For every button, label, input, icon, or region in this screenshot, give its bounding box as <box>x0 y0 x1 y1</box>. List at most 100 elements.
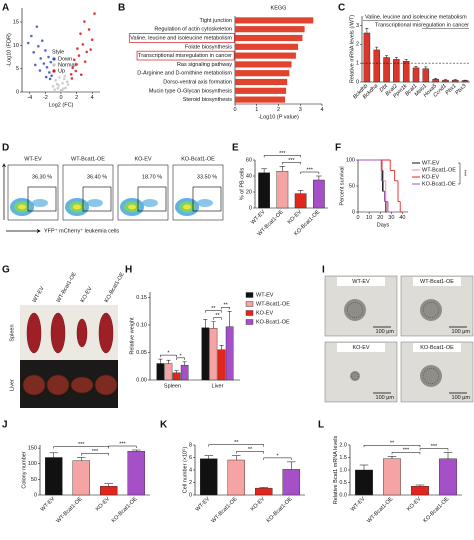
significance-label: ** <box>211 306 216 312</box>
x-tick-label: Dbt <box>379 83 390 94</box>
y-tick-label: 0.10 <box>136 322 147 328</box>
gate-value: 18.70 % <box>142 174 162 180</box>
point <box>49 60 53 64</box>
image-label-box <box>413 277 461 286</box>
y-tick-label: Dorso-ventral axis formation <box>163 79 232 85</box>
bar <box>383 57 390 83</box>
point <box>48 77 52 81</box>
y-tick-label: 0.00 <box>136 377 147 383</box>
image-label-box <box>337 277 385 286</box>
bar <box>100 486 118 496</box>
x-tick-label: 10 <box>366 215 372 221</box>
panel-label: B <box>118 3 125 14</box>
point <box>79 73 83 77</box>
point <box>26 41 30 45</box>
point <box>76 47 79 50</box>
plot-title: WT-EV <box>24 156 42 162</box>
panel-label: F <box>335 143 341 154</box>
error-bar <box>166 359 171 364</box>
group-label: WT-EV <box>32 285 46 303</box>
error-bar <box>453 79 457 81</box>
bar <box>373 49 380 83</box>
colony-texture <box>422 301 440 319</box>
legend-label: WT-EV <box>422 160 440 166</box>
significance-label: *** <box>279 151 286 157</box>
bar <box>355 469 373 496</box>
point <box>33 63 37 67</box>
legend-label: Normal <box>58 62 76 68</box>
x-tick-label: 3 <box>299 107 302 113</box>
point <box>58 76 61 79</box>
legend-label: KO-Bcat1-OE <box>256 319 290 325</box>
error-bar <box>434 77 438 80</box>
y-axis-label: Percent survival <box>339 166 345 205</box>
significance-bracket <box>208 444 264 447</box>
point <box>42 62 46 65</box>
point <box>45 65 49 69</box>
x-tick-label: 0 <box>356 215 359 221</box>
point <box>62 87 65 91</box>
y-axis-label: Cell number (×10⁵) <box>181 447 188 494</box>
significance-label: ** <box>248 447 253 453</box>
liver <box>46 374 70 396</box>
legend-label: Up <box>58 68 65 74</box>
y-tick-label: 0.05 <box>136 350 147 356</box>
error-bar <box>76 457 86 461</box>
significance-bracket <box>263 155 301 158</box>
point <box>62 77 66 81</box>
y-tick-label: 150 <box>28 446 37 452</box>
gate-value: 36.30 % <box>32 174 52 180</box>
y-tick-label: 2 <box>356 42 359 48</box>
bar <box>235 96 286 103</box>
y-axis-label: Relative mRNA levels (/WT) <box>349 15 355 83</box>
y-tick-label: 4 <box>189 467 192 473</box>
bar <box>235 78 288 86</box>
y-tick-label: Transcriptional misregulation in cancer <box>138 53 232 59</box>
x-tick-label: -4 <box>27 95 32 101</box>
error-bar <box>49 452 59 458</box>
error-bar <box>174 370 179 373</box>
point <box>30 34 33 38</box>
significance-label: *** <box>307 167 314 173</box>
panel-label: L <box>318 420 324 431</box>
point <box>89 48 92 51</box>
panel-label: J <box>2 420 8 431</box>
point <box>63 74 67 78</box>
density <box>73 204 81 210</box>
point <box>40 39 44 42</box>
x-axis-label: YFP⁺ mCherry⁺ leukemia cells <box>44 227 119 234</box>
x-tick-label: 0 <box>59 95 62 101</box>
x-tick-label: KO-Bcat1-OE <box>266 496 294 524</box>
x-tick-label: -2 <box>43 95 48 101</box>
significance-label: *** <box>431 444 438 450</box>
significance-label: ** <box>215 313 220 319</box>
legend-swatch <box>245 292 254 298</box>
error-bar <box>443 452 453 459</box>
y-tick-label: 20 <box>246 189 252 195</box>
density <box>18 204 26 210</box>
significance-bracket <box>363 445 421 448</box>
density <box>32 199 48 207</box>
y-tick-label: 1.0 <box>339 467 347 473</box>
image-label-box <box>413 343 461 352</box>
density <box>197 199 213 207</box>
y-axis-label: Relative Bcat1 mRNA levels <box>333 436 339 505</box>
legend-swatch <box>245 319 254 325</box>
y-tick-label: 1 <box>356 61 359 67</box>
bar <box>432 78 439 83</box>
x-tick-label: KO-Bcat1-OE <box>111 496 139 524</box>
tissue-label: Liver <box>9 379 15 391</box>
y-tick-label: 40 <box>246 173 252 179</box>
point <box>72 58 76 62</box>
gate <box>192 186 222 212</box>
error-bar <box>316 175 322 180</box>
x-tick-label: 20 <box>377 215 383 221</box>
panel-label: G <box>2 265 10 276</box>
error-bar <box>231 455 241 460</box>
error-bar <box>297 190 304 194</box>
bar <box>294 193 307 209</box>
y-tick-label: Steroid biosynthesis <box>183 97 232 103</box>
plot-title: WT-Bcat1-OE <box>71 156 105 162</box>
significance-bracket <box>205 310 222 313</box>
error-bar <box>182 361 187 366</box>
